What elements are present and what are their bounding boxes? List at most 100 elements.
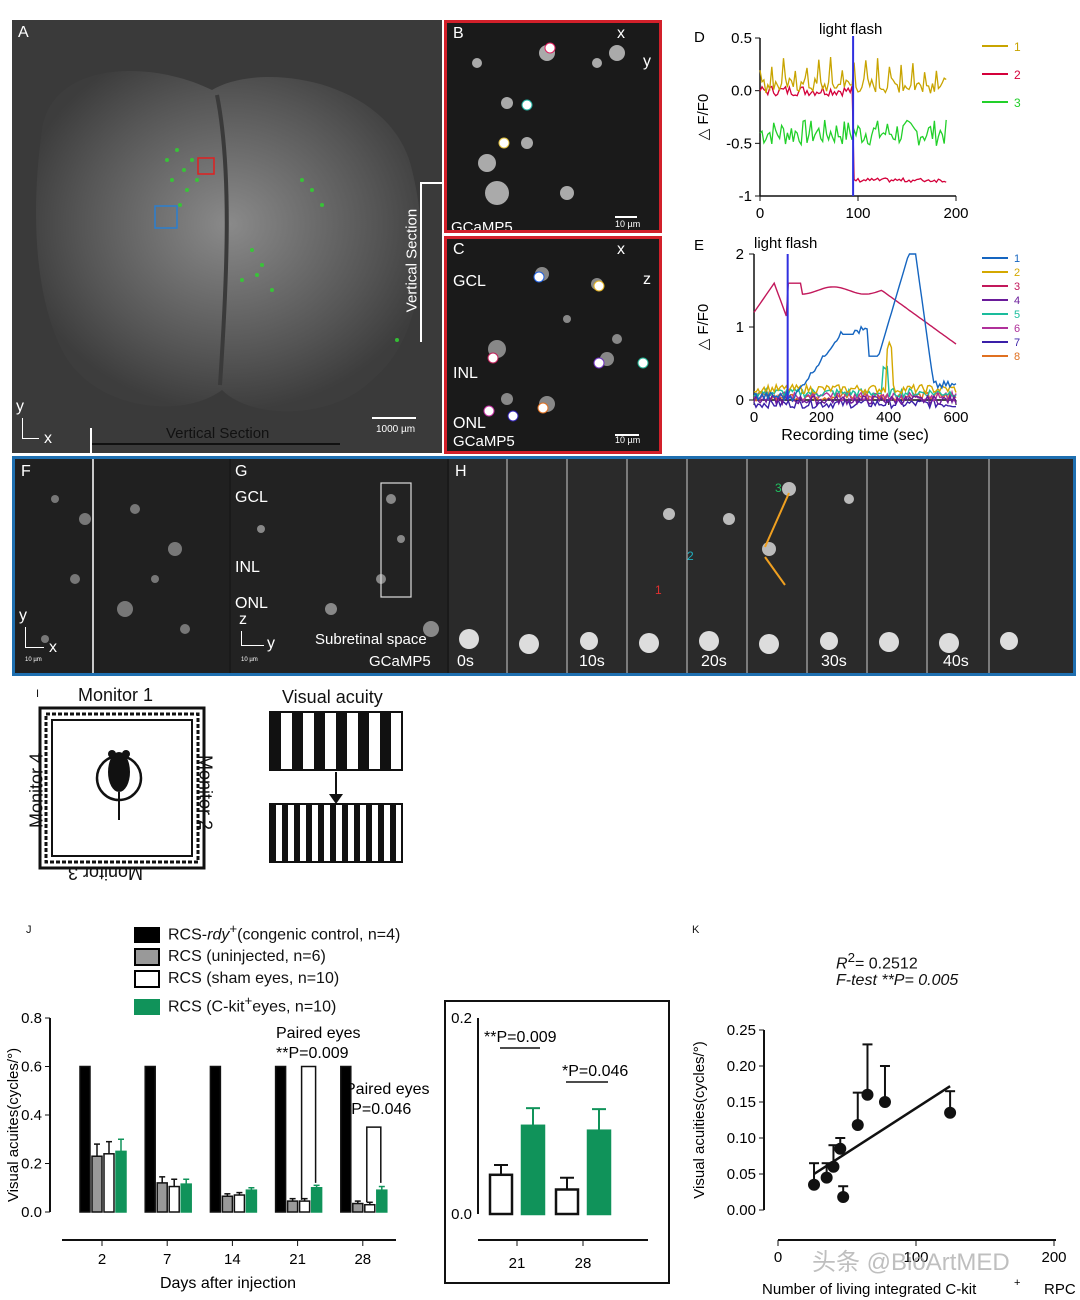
chart-k-point	[834, 1142, 847, 1155]
panel-f-axis-x: x	[49, 639, 57, 656]
panel-i-label: I	[36, 688, 40, 700]
chart-k-xlabel: Number of living integrated C-kit	[762, 1281, 977, 1298]
panel-a-axis-y: y	[16, 398, 24, 415]
chart-j-bar	[221, 1195, 234, 1213]
chart-k-ytick-label: 0.20	[727, 1058, 756, 1075]
chart-k: 0.25 0.20 0.15 0.10 0.05 0.00 0 100 200 Visual ac…	[691, 1022, 1076, 1298]
fgh-strip: F y x 10 µm G GCL INL ONL z y Subretinal…	[12, 456, 1076, 676]
chart-d-xtick-label: 0	[756, 205, 764, 222]
grating-wide-stripe	[380, 712, 391, 770]
chart-d-xtick-label: 100	[845, 205, 870, 222]
panel-c-axis-z: z	[643, 271, 651, 288]
panel-b-stain: GCaMP5	[451, 219, 513, 233]
chart-k-ylabel: Visual acuities(cycles/°)	[691, 1041, 708, 1198]
bottom-section-label: Vertical Section	[166, 425, 270, 442]
panel-g-scale: 10 µm	[241, 657, 258, 663]
chart-j-inset-frame	[444, 1000, 670, 1284]
chart-e-xtick-label: 400	[876, 409, 901, 426]
chart-j-inset-sig-2: *P=0.046	[562, 1063, 628, 1080]
chart-j-ytick-label: 0.8	[21, 1010, 42, 1027]
chart-k-xtick-label: 0	[774, 1249, 782, 1266]
chart-k-xlabel-tail: RPC	[1044, 1281, 1076, 1298]
grating-wide-stripe	[292, 712, 303, 770]
panel-c-gcl: GCL	[453, 273, 486, 290]
panel-g-image: G GCL INL ONL z y Subretinal space GCaMP…	[231, 459, 447, 673]
panel-c-label: C	[453, 241, 465, 258]
chart-k-ytick-label: 0.15	[727, 1094, 756, 1111]
chart-k-point	[944, 1106, 957, 1119]
panel-f-axis-y: y	[19, 607, 27, 624]
chart-j-bar	[298, 1200, 311, 1213]
chart-j-bar	[144, 1065, 156, 1213]
grating-narrow-stripe	[366, 804, 372, 862]
chart-j-xlabel: Days after injection	[160, 1275, 296, 1292]
panel-a-image: A 1000 µm y x	[12, 20, 442, 453]
chart-j-ylabel: Visual acuites(cycles/°)	[5, 1048, 22, 1202]
chart-j-inset-bar	[520, 1124, 546, 1216]
panel-i-diagram	[38, 706, 403, 870]
grating-wide-stripe	[270, 712, 281, 770]
chart-j-inset-ytick-label: 0.0	[451, 1206, 472, 1223]
chart-j-inset: 0.2 0.0 21 28 **P=0.009 *P=0.046	[444, 1000, 670, 1284]
chart-j-xtick-label: 2	[98, 1251, 106, 1268]
chart-j-bracket-28	[366, 1126, 382, 1203]
chart-j-xtick-label: 7	[163, 1251, 171, 1268]
chart-e-series-3	[753, 281, 957, 345]
monitor-3-label: Monitor 3	[68, 863, 144, 883]
panel-a-axis-x: x	[44, 430, 52, 447]
panel-g-stain: GCaMP5	[369, 653, 431, 670]
panel-c-inl: INL	[453, 365, 478, 382]
chart-j-bar	[233, 1194, 246, 1213]
grating-narrow-stripe	[294, 804, 300, 862]
panel-g-label: G	[235, 463, 248, 480]
chart-j-xtick-label: 28	[354, 1251, 371, 1268]
chart-d-legend-label: 3	[1014, 96, 1021, 110]
chart-e-series-1	[753, 253, 957, 402]
panel-k-label: K	[692, 924, 700, 936]
chart-j-bar	[168, 1185, 180, 1213]
panel-h-cell-2: 2	[687, 549, 694, 563]
chart-j-inset-ytick-label: 0.2	[451, 1010, 472, 1027]
chart-e-legend-label: 8	[1014, 351, 1020, 363]
panel-f-image: F y x 10 µm	[15, 459, 229, 673]
legend-item-control: RCS-rdy+(congenic control, n=4)	[134, 918, 400, 946]
chart-k-point	[878, 1096, 891, 1108]
chart-j-bar	[286, 1200, 299, 1213]
panel-h-time-40: 40s	[943, 653, 969, 670]
chart-j-inset-xtick-label: 21	[509, 1255, 526, 1272]
chart-j-ytick-label: 0.0	[21, 1204, 42, 1221]
panel-g-axis-z: z	[239, 611, 247, 628]
panel-h-time-0: 0s	[457, 653, 474, 670]
chart-k-point	[820, 1171, 833, 1184]
section-drop	[420, 182, 422, 342]
chart-d-legend-label: 2	[1014, 68, 1021, 82]
panel-b-axis-x: x	[617, 25, 625, 42]
grating-wide-stripe	[336, 712, 347, 770]
chart-j-bar	[340, 1065, 352, 1213]
panel-g-onl: ONL	[235, 595, 268, 612]
panel-b-image: B x y GCaMP5 10 µm	[444, 20, 662, 233]
panel-h-cell-1: 1	[655, 583, 662, 597]
chart-e-ytick-label: 2	[736, 246, 744, 263]
panel-a-axis-lines	[22, 418, 39, 439]
watermark: 头条 @BioArtMED	[812, 1249, 1010, 1276]
chart-j-inset-bar	[554, 1188, 580, 1216]
k-stat-r2: R2= 0.2512	[836, 950, 918, 973]
chart-d-ytick-label: 0.0	[731, 83, 752, 100]
chart-j-annot-2a: Paired eyes	[345, 1081, 430, 1098]
panel-h-cell-3: 3	[775, 481, 782, 495]
chart-j-ytick-label: 0.4	[21, 1107, 42, 1124]
chart-k-ytick-label: 0.05	[727, 1166, 756, 1183]
panel-c-image: C x z GCL INL ONL GCaMP5 10 µm	[444, 236, 662, 454]
chart-d-title: light flash	[819, 21, 882, 38]
chart-d-ytick-label: 0.5	[731, 30, 752, 47]
chart-j-bar	[103, 1153, 115, 1213]
retina-flatmount-figure	[36, 70, 422, 419]
chart-e-legend-label: 5	[1014, 309, 1020, 321]
chart-k-ytick-label: 0.25	[727, 1022, 756, 1039]
panel-a-label: A	[18, 24, 29, 41]
chart-e-series-2	[753, 340, 957, 396]
panel-f-scale: 10 µm	[25, 657, 42, 663]
chart-e-ylabel: △ F/F0	[695, 304, 712, 351]
grating-wide-stripe	[314, 712, 325, 770]
